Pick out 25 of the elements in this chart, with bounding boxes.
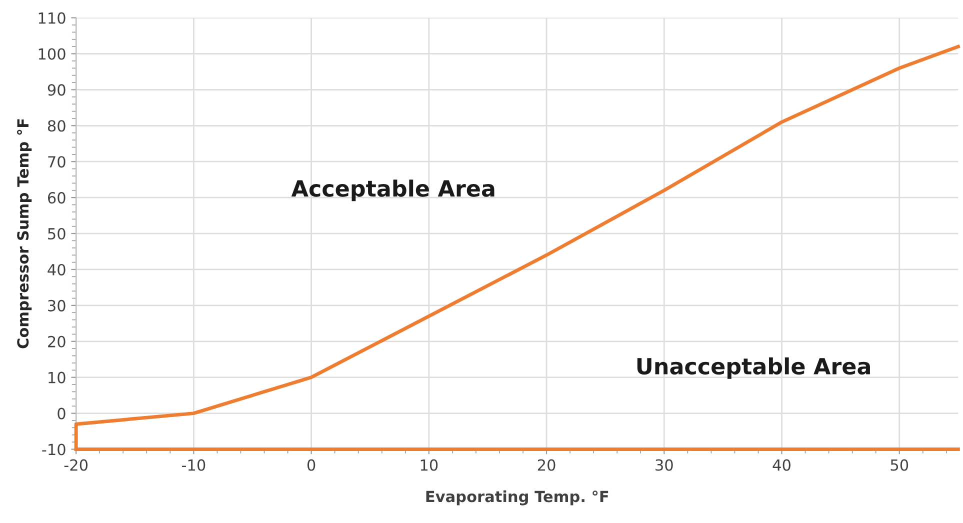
y-tick-label: 100 (38, 48, 66, 60)
annotation: Unacceptable Area (637, 357, 870, 379)
x-tick-label: -20 (64, 459, 88, 471)
y-tick-label: 110 (38, 12, 66, 24)
y-axis-title: Compressor Sump Temp °F (17, 119, 32, 348)
x-tick-label: 10 (420, 459, 438, 471)
y-tick-label: 80 (48, 120, 66, 132)
x-tick-label: -10 (182, 459, 206, 471)
x-tick-label: 30 (656, 459, 673, 471)
x-axis-title: Evaporating Temp. °F (426, 490, 608, 506)
y-tick-label: 40 (48, 264, 66, 276)
y-tick-label: 20 (48, 336, 66, 348)
x-tick-label: 50 (890, 459, 908, 471)
y-tick-label: 60 (48, 192, 66, 204)
annotation: Acceptable Area (291, 180, 494, 202)
y-tick-label: 10 (48, 372, 66, 384)
y-tick-label: 30 (48, 300, 66, 312)
y-tick-label: 0 (58, 408, 66, 420)
x-tick-label: 40 (772, 459, 790, 471)
y-tick-label: -10 (42, 444, 66, 456)
y-tick-label: 90 (48, 84, 66, 96)
y-tick-label: 50 (48, 228, 66, 240)
y-tick-label: 70 (48, 156, 66, 168)
x-tick-label: 20 (538, 459, 556, 471)
x-tick-label: 0 (307, 459, 316, 471)
